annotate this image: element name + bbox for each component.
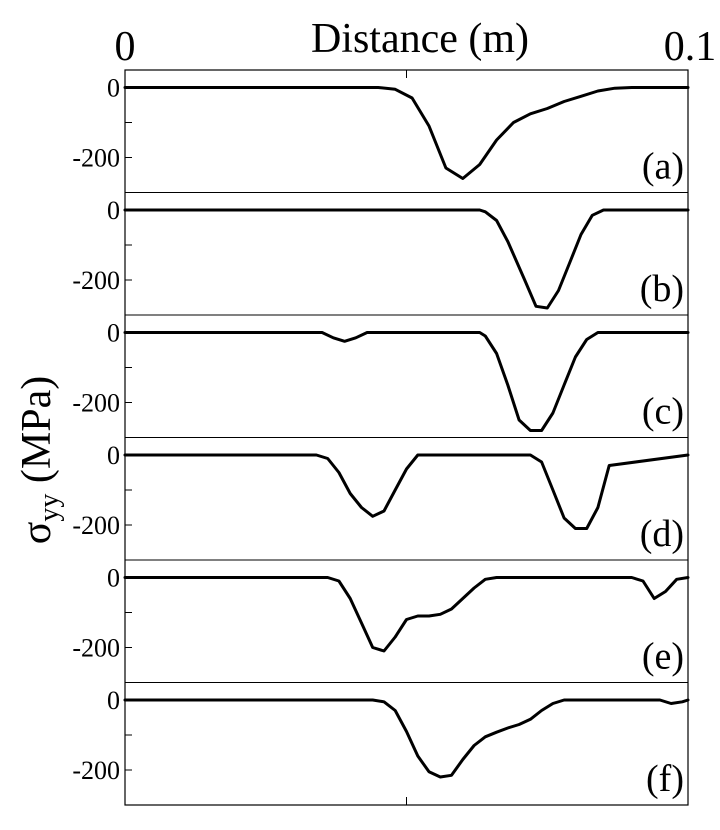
x-axis-title: Distance (m) [311, 16, 529, 62]
panel-label: (c) [642, 391, 684, 433]
y-tick-label: 0 [107, 74, 120, 103]
stress-series-line [123, 453, 690, 530]
series-lines-layer [123, 86, 690, 779]
y-tick-label: -200 [72, 511, 120, 540]
labels-layer: Distance (m) 0 0.1 σyy (MPa) 0 -200 (a) 0 -2… [14, 16, 716, 800]
panel-label: (a) [642, 146, 684, 188]
y-tick-label: 0 [107, 686, 120, 715]
y-tick-label: 0 [107, 319, 120, 348]
y-tick-label: -200 [72, 389, 120, 418]
y-axis-title-subscript: yy [34, 494, 65, 522]
y-tick-label: 0 [107, 441, 120, 470]
y-tick-label: -200 [72, 634, 120, 663]
stress-series-line [123, 331, 690, 432]
y-tick-label: -200 [72, 266, 120, 295]
y-tick-label: 0 [107, 196, 120, 225]
y-axis-title-symbol: σ [14, 522, 60, 545]
y-axis-title-unit: (MPa) [14, 376, 60, 494]
panel-label: (f) [646, 758, 684, 800]
y-axis-title: σyy (MPa) [14, 376, 65, 544]
x-tick-label-start: 0 [115, 24, 136, 70]
stress-series-line [123, 576, 690, 653]
stress-series-line [123, 208, 690, 310]
stress-series-line [123, 86, 690, 180]
stress-series-line [123, 698, 690, 779]
y-tick-label: -200 [72, 756, 120, 785]
plot-frame-layer [124, 69, 689, 806]
y-tick-label: 0 [107, 564, 120, 593]
x-tick-label-end: 0.1 [664, 24, 717, 70]
panel-label: (b) [640, 268, 684, 310]
panel-label: (d) [640, 513, 684, 555]
panel-label: (e) [642, 636, 684, 678]
y-tick-label: -200 [72, 144, 120, 173]
